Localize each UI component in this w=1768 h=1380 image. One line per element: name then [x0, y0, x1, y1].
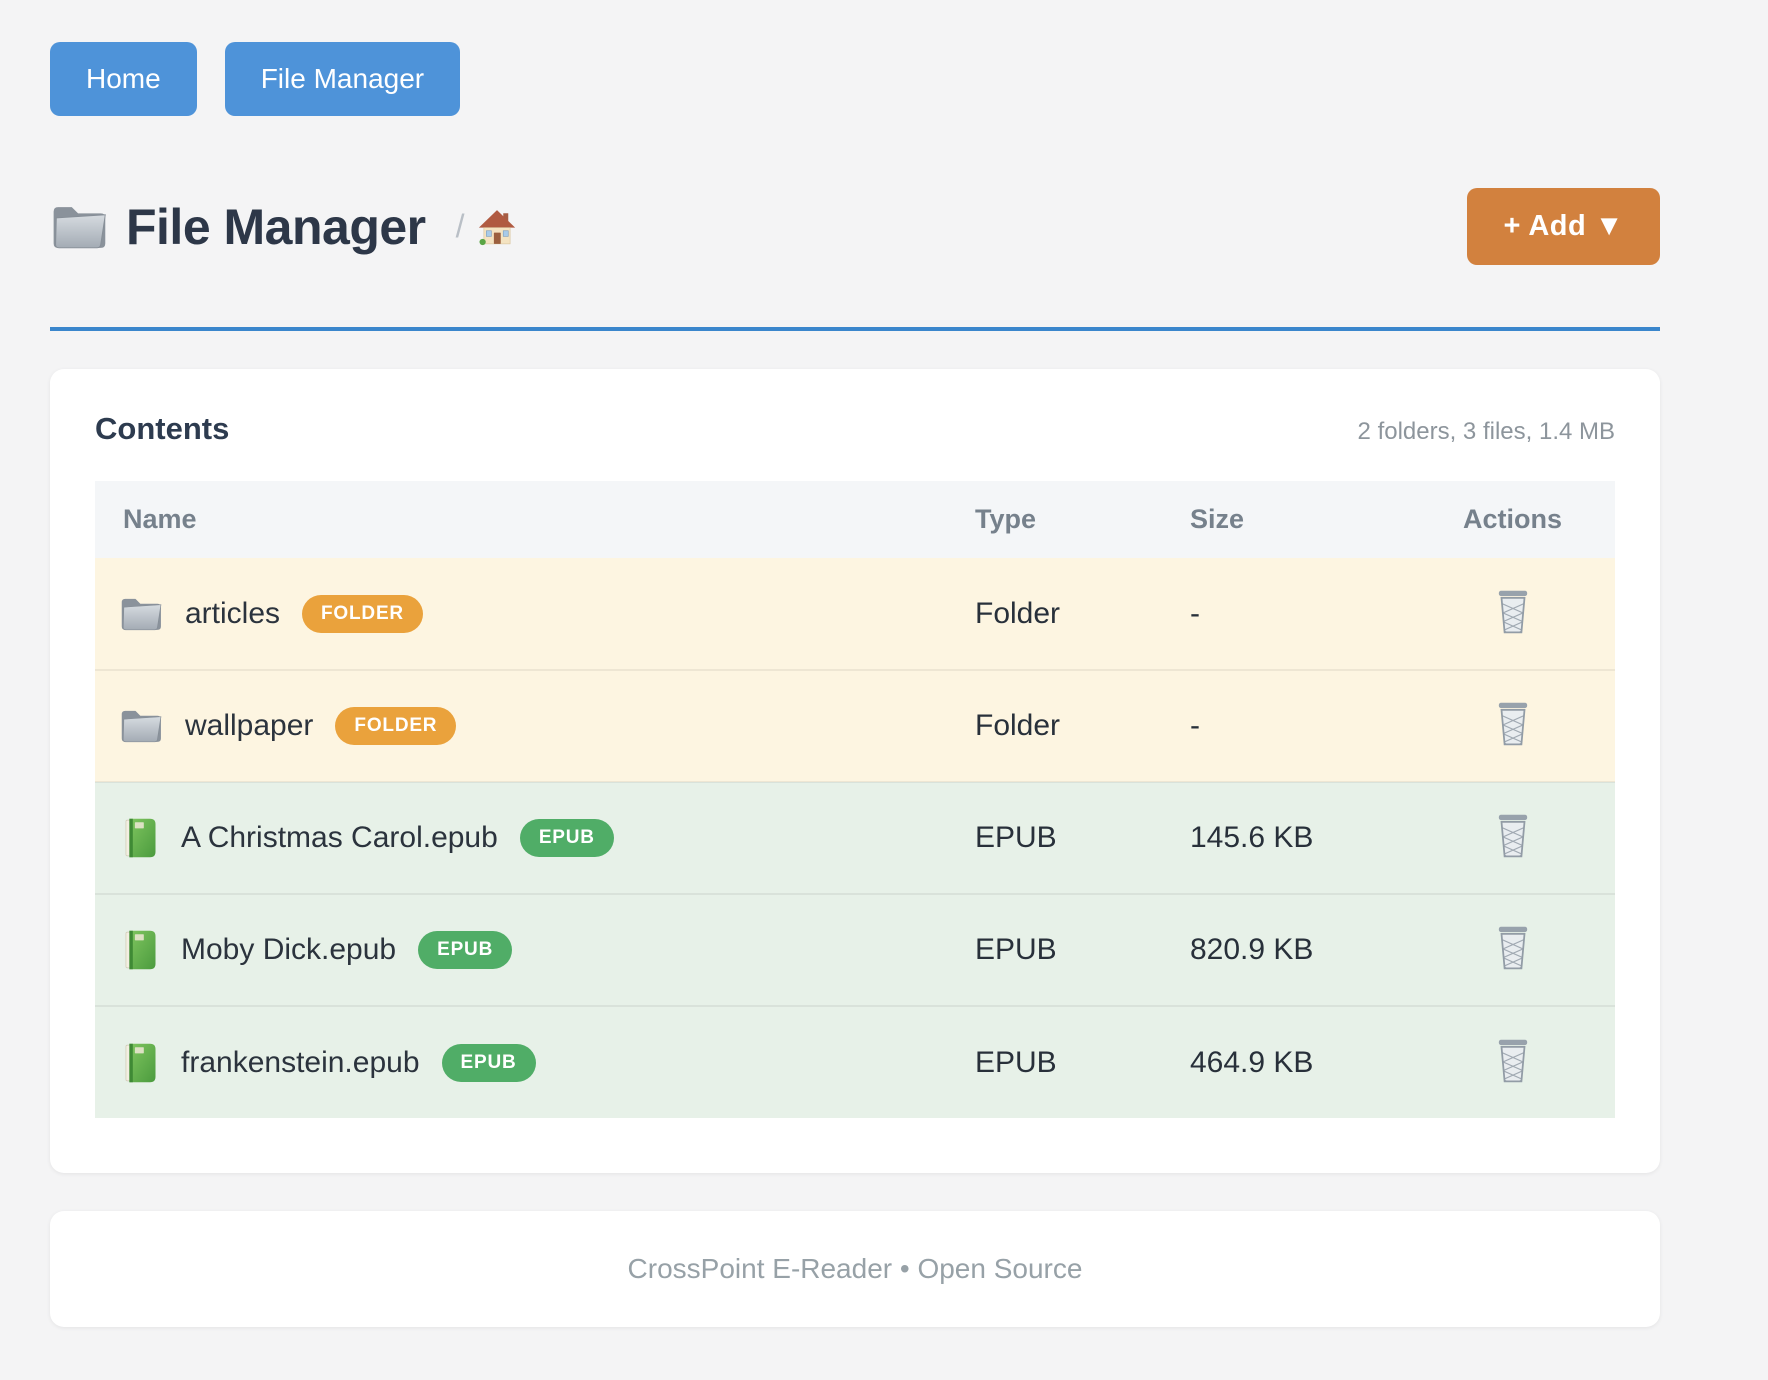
size-cell: - [1190, 670, 1410, 782]
title-wrap: File Manager / [50, 198, 517, 256]
type-cell: Folder [975, 670, 1190, 782]
folder-icon [119, 595, 163, 633]
name-cell: A Christmas Carol.epub EPUB [95, 782, 975, 894]
column-header-actions: Actions [1410, 481, 1615, 558]
file-name[interactable]: Moby Dick.epub [181, 933, 396, 967]
file-badge: FOLDER [302, 595, 423, 633]
book-icon [119, 1041, 159, 1085]
column-header-name: Name [95, 481, 975, 558]
contents-summary: 2 folders, 3 files, 1.4 MB [1358, 418, 1615, 446]
actions-cell [1410, 1006, 1615, 1118]
delete-button[interactable] [1491, 1034, 1535, 1091]
file-badge: EPUB [442, 1044, 536, 1082]
file-manager-nav-button[interactable]: File Manager [225, 42, 460, 116]
folder-icon [50, 202, 108, 252]
file-name[interactable]: A Christmas Carol.epub [181, 821, 498, 855]
trash-icon [1495, 701, 1531, 747]
type-cell: EPUB [975, 894, 1190, 1006]
file-table: Name Type Size Actions articles FOLDER F… [95, 481, 1615, 1118]
home-nav-button[interactable]: Home [50, 42, 197, 116]
delete-button[interactable] [1491, 809, 1535, 866]
page-header: File Manager / + Add ▼ [50, 188, 1660, 265]
name-cell: frankenstein.epub EPUB [95, 1006, 975, 1118]
actions-cell [1410, 670, 1615, 782]
trash-icon [1495, 1038, 1531, 1084]
trash-icon [1495, 589, 1531, 635]
name-cell: wallpaper FOLDER [95, 670, 975, 782]
table-header: Name Type Size Actions [95, 481, 1615, 558]
top-nav: Home File Manager [50, 42, 1660, 116]
table-row: frankenstein.epub EPUB EPUB 464.9 KB [95, 1006, 1615, 1118]
actions-cell [1410, 782, 1615, 894]
book-icon [119, 816, 159, 860]
file-name[interactable]: articles [185, 597, 280, 631]
type-cell: EPUB [975, 782, 1190, 894]
table-body: articles FOLDER Folder - wallpaper FOLDE… [95, 558, 1615, 1118]
name-cell: Moby Dick.epub EPUB [95, 894, 975, 1006]
page-title: File Manager [126, 198, 426, 256]
trash-icon [1495, 925, 1531, 971]
name-cell: articles FOLDER [95, 558, 975, 670]
contents-heading: Contents [95, 411, 229, 447]
delete-button[interactable] [1491, 585, 1535, 642]
footer-text: CrossPoint E-Reader • Open Source [50, 1253, 1660, 1285]
breadcrumb-separator: / [456, 208, 465, 245]
file-name[interactable]: wallpaper [185, 709, 313, 743]
table-row: wallpaper FOLDER Folder - [95, 670, 1615, 782]
file-name[interactable]: frankenstein.epub [181, 1046, 420, 1080]
contents-card: Contents 2 folders, 3 files, 1.4 MB Name… [50, 369, 1660, 1173]
size-cell: 820.9 KB [1190, 894, 1410, 1006]
column-header-size: Size [1190, 481, 1410, 558]
type-cell: Folder [975, 558, 1190, 670]
type-cell: EPUB [975, 1006, 1190, 1118]
table-row: A Christmas Carol.epub EPUB EPUB 145.6 K… [95, 782, 1615, 894]
table-row: articles FOLDER Folder - [95, 558, 1615, 670]
file-manager-page: Home File Manager File Manager / + Add ▼… [0, 0, 1768, 1327]
file-badge: FOLDER [335, 707, 456, 745]
actions-cell [1410, 558, 1615, 670]
add-button[interactable]: + Add ▼ [1467, 188, 1660, 265]
column-header-type: Type [975, 481, 1190, 558]
footer-card: CrossPoint E-Reader • Open Source [50, 1211, 1660, 1327]
folder-icon [119, 707, 163, 745]
trash-icon [1495, 813, 1531, 859]
actions-cell [1410, 894, 1615, 1006]
delete-button[interactable] [1491, 921, 1535, 978]
file-badge: EPUB [520, 819, 614, 857]
size-cell: 145.6 KB [1190, 782, 1410, 894]
accent-rule [50, 327, 1660, 331]
delete-button[interactable] [1491, 697, 1535, 754]
table-row: Moby Dick.epub EPUB EPUB 820.9 KB [95, 894, 1615, 1006]
book-icon [119, 928, 159, 972]
size-cell: 464.9 KB [1190, 1006, 1410, 1118]
file-badge: EPUB [418, 931, 512, 969]
contents-card-header: Contents 2 folders, 3 files, 1.4 MB [95, 411, 1615, 447]
breadcrumb: / [456, 207, 517, 247]
size-cell: - [1190, 558, 1410, 670]
house-icon[interactable] [477, 207, 517, 247]
